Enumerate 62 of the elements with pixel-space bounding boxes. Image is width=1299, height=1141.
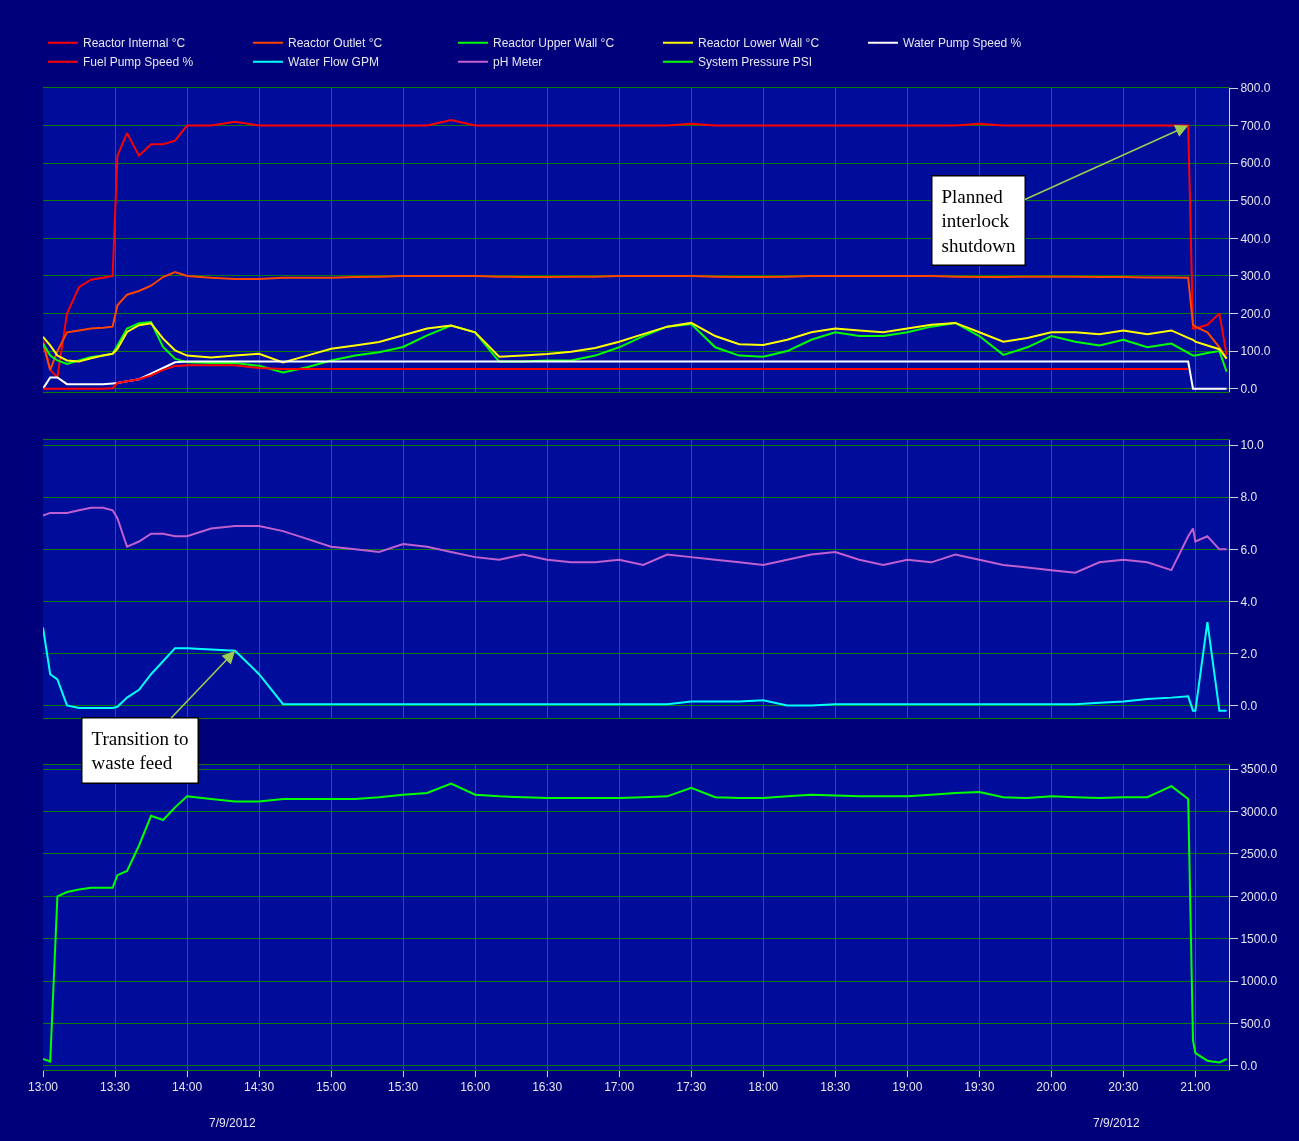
x-tick-label: 17:30 bbox=[676, 1080, 707, 1095]
text: 7/9/2012 bbox=[209, 1116, 257, 1130]
x-tick-label: 16:30 bbox=[532, 1080, 563, 1095]
legend-label: pH Meter bbox=[493, 55, 543, 70]
y-tick-label: 2000.0 bbox=[1240, 889, 1278, 904]
x-tick-label: 15:30 bbox=[388, 1080, 419, 1095]
legend-label: Reactor Upper Wall °C bbox=[493, 36, 615, 51]
x-tick-label: 20:30 bbox=[1108, 1080, 1139, 1095]
y-tick-label: 4.0 bbox=[1240, 594, 1258, 609]
line-series bbox=[43, 321, 1228, 374]
line-series bbox=[43, 271, 1228, 371]
x-tick-label: 18:00 bbox=[748, 1080, 779, 1095]
x-tick-label: 20:00 bbox=[1036, 1080, 1067, 1095]
legend-label: Water Flow GPM bbox=[288, 55, 379, 70]
x-tick-label: 19:30 bbox=[964, 1080, 995, 1095]
y-tick-label: 8.0 bbox=[1240, 490, 1258, 505]
legend-label: Water Pump Speed % bbox=[903, 36, 1022, 51]
y-tick-label: 100.0 bbox=[1240, 344, 1271, 359]
y-tick-label: 0.0 bbox=[1240, 381, 1258, 396]
annotation: Transition to waste feed bbox=[91, 727, 189, 774]
x-tick-label: 13:00 bbox=[27, 1080, 59, 1095]
y-tick-label: 0.0 bbox=[1240, 1058, 1258, 1073]
x-tick-label: 17:00 bbox=[604, 1080, 635, 1095]
line-series bbox=[43, 321, 1228, 364]
x-tick-label: 18:30 bbox=[820, 1080, 851, 1095]
x-tick-label: 14:00 bbox=[172, 1080, 203, 1095]
legend-label: Reactor Internal °C bbox=[83, 36, 186, 51]
y-tick-label: 6.0 bbox=[1240, 542, 1258, 557]
x-tick-label: 14:30 bbox=[244, 1080, 275, 1095]
y-tick-label: 0.0 bbox=[1240, 698, 1258, 713]
y-tick-label: 1500.0 bbox=[1240, 931, 1278, 946]
y-tick-label: 300.0 bbox=[1240, 269, 1271, 284]
y-tick-label: 10.0 bbox=[1240, 438, 1265, 453]
text: System Pressure PSI bbox=[698, 55, 813, 70]
y-tick-label: 3000.0 bbox=[1240, 804, 1278, 819]
y-tick-label: 700.0 bbox=[1240, 118, 1271, 133]
y-tick-label: 3500.0 bbox=[1240, 762, 1278, 777]
line-series bbox=[43, 360, 1228, 390]
line-series bbox=[43, 782, 1228, 1064]
text: 7/9/2012 bbox=[1093, 1116, 1141, 1130]
x-tick-label: 15:00 bbox=[316, 1080, 347, 1095]
legend-label: Reactor Outlet °C bbox=[288, 36, 383, 51]
y-tick-label: 600.0 bbox=[1240, 156, 1271, 171]
x-tick-label: 13:30 bbox=[100, 1080, 131, 1095]
line-series bbox=[43, 621, 1228, 712]
y-tick-label: 500.0 bbox=[1240, 1016, 1271, 1031]
y-tick-label: 2500.0 bbox=[1240, 847, 1278, 862]
legend-label: Fuel Pump Speed % bbox=[83, 55, 194, 70]
y-tick-label: 800.0 bbox=[1240, 81, 1271, 96]
y-tick-label: 200.0 bbox=[1240, 306, 1271, 321]
line-series bbox=[43, 118, 1228, 379]
annotation: Planned interlock shutdown bbox=[941, 185, 1016, 256]
x-tick-label: 16:00 bbox=[460, 1080, 491, 1095]
x-tick-label: 19:00 bbox=[892, 1080, 923, 1095]
line-series bbox=[43, 364, 1190, 390]
y-tick-label: 500.0 bbox=[1240, 193, 1271, 208]
y-tick-label: 2.0 bbox=[1240, 646, 1258, 661]
x-tick-label: 21:00 bbox=[1180, 1080, 1211, 1095]
legend-label: Reactor Lower Wall °C bbox=[698, 36, 820, 51]
y-tick-label: 1000.0 bbox=[1240, 974, 1278, 989]
line-series bbox=[43, 506, 1228, 574]
y-tick-label: 400.0 bbox=[1240, 231, 1271, 246]
